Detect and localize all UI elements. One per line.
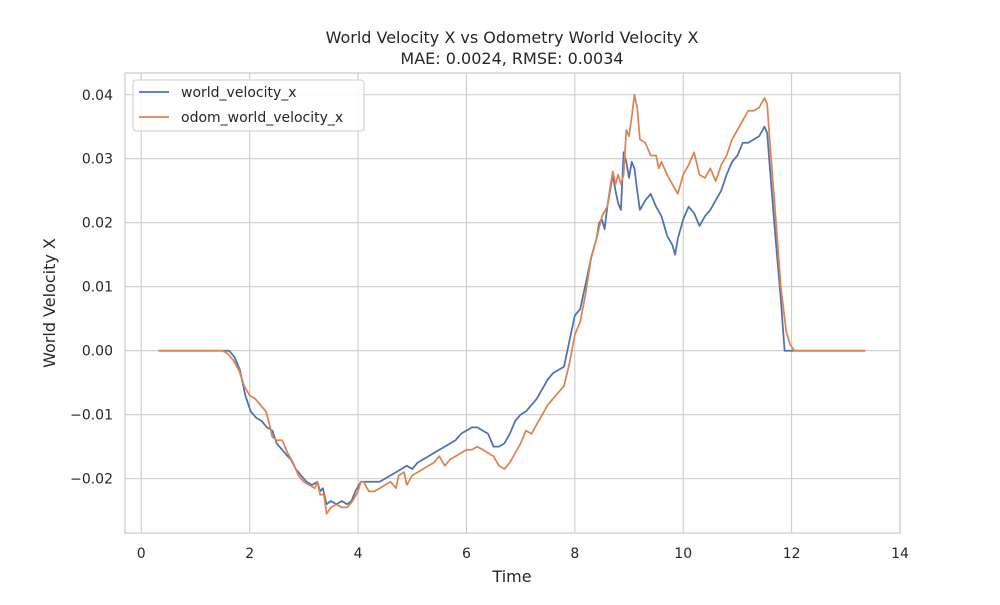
x-tick-label: 0 [137,546,146,562]
y-tick-label: 0.04 [82,88,113,104]
x-tick-label: 14 [891,546,909,562]
x-tick-label: 8 [570,546,579,562]
tick-layer: 0 2 4 6 8 10 12 14 −0.02 −0.01 0.00 0.01 0.02 0.03 0.0… [70,88,909,562]
x-tick-label: 10 [674,546,692,562]
y-tick-label: 0.01 [82,280,113,296]
legend-label-world-velocity-x: world_velocity_x [181,85,297,101]
x-tick-label: 12 [783,546,801,562]
y-axis-label: World Velocity X [40,238,59,368]
y-tick-label: −0.02 [70,472,113,488]
y-tick-label: 0.03 [82,152,113,168]
legend: world_velocity_x odom_world_velocity_x [132,79,365,132]
y-tick-label: −0.01 [70,408,113,424]
legend-box [132,79,365,132]
y-tick-label: 0.02 [82,216,113,232]
x-tick-label: 4 [354,546,363,562]
series-line-odom-world-velocity-x [158,93,866,515]
x-tick-label: 2 [245,546,254,562]
x-axis-label: Time [491,567,531,586]
legend-label-odom-world-velocity-x: odom_world_velocity_x [181,110,343,126]
plot-area [125,73,900,533]
chart-subtitle: MAE: 0.0024, RMSE: 0.0034 [400,49,623,68]
x-tick-label: 6 [462,546,471,562]
series-layer [158,93,866,515]
y-tick-label: 0.00 [82,344,113,360]
plot-frame [124,72,901,534]
chart-title: World Velocity X vs Odometry World Veloc… [326,28,699,47]
